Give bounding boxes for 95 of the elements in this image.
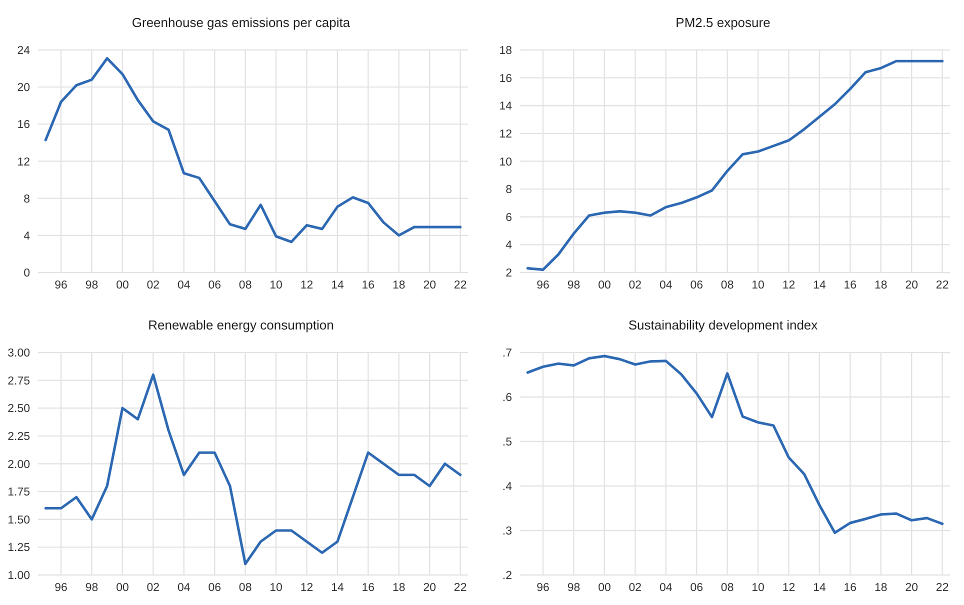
x-tick-label: 98 — [567, 582, 580, 594]
x-tick-label: 96 — [536, 582, 550, 594]
y-tick-label: 12 — [17, 156, 30, 168]
y-tick-label: 20 — [17, 82, 30, 94]
x-tick-label: 14 — [331, 582, 344, 594]
x-tick-label: 04 — [659, 582, 673, 594]
x-tick-label: 08 — [238, 280, 252, 292]
x-tick-label: 98 — [85, 582, 98, 594]
y-tick-label: 2.75 — [8, 375, 30, 388]
x-tick-label: 00 — [116, 280, 129, 292]
x-tick-label: 18 — [874, 582, 888, 594]
x-tick-label: 08 — [238, 582, 252, 594]
x-tick-label: 22 — [936, 582, 949, 594]
x-tick-label: 00 — [598, 582, 611, 594]
x-tick-label: 16 — [362, 280, 375, 292]
x-tick-label: 12 — [782, 280, 796, 292]
x-tick-label: 02 — [628, 582, 642, 594]
y-tick-label: .2 — [502, 570, 512, 582]
y-tick-label: 8 — [24, 193, 30, 206]
x-tick-label: 04 — [177, 582, 191, 594]
x-tick-label: 08 — [720, 280, 734, 292]
x-tick-label: 00 — [598, 280, 611, 292]
y-tick-label: 16 — [499, 72, 512, 85]
chart-title: Sustainability development index — [628, 318, 818, 332]
y-tick-label: .6 — [502, 392, 512, 404]
y-tick-label: 6 — [506, 212, 512, 224]
y-tick-label: 12 — [499, 128, 512, 140]
x-tick-label: 22 — [454, 280, 467, 292]
x-tick-label: 02 — [146, 582, 160, 594]
x-tick-label: 18 — [392, 582, 406, 594]
x-tick-label: 04 — [659, 280, 673, 292]
x-tick-label: 20 — [905, 280, 918, 292]
x-tick-label: 06 — [208, 280, 222, 292]
x-tick-label: 10 — [270, 280, 282, 292]
x-tick-label: 98 — [85, 280, 98, 292]
y-tick-label: 16 — [17, 119, 30, 132]
line-series — [526, 354, 944, 534]
x-tick-label: 20 — [423, 280, 436, 292]
x-tick-label: 06 — [690, 280, 704, 292]
x-tick-label: 06 — [208, 582, 222, 594]
x-tick-label: 96 — [54, 582, 68, 594]
x-tick-label: 02 — [628, 280, 642, 292]
y-tick-label: 14 — [499, 100, 513, 113]
y-tick-label: .5 — [502, 436, 512, 449]
y-tick-label: 2 — [506, 268, 512, 280]
y-tick-label: 1.00 — [8, 570, 30, 582]
y-tick-label: 2.50 — [8, 403, 30, 416]
y-tick-label: .4 — [502, 481, 513, 494]
y-tick-label: 24 — [17, 45, 31, 58]
chart-title: Greenhouse gas emissions per capita — [132, 15, 351, 30]
x-tick-label: 96 — [54, 280, 68, 292]
x-tick-label: 12 — [300, 280, 314, 292]
y-tick-label: 8 — [506, 184, 512, 196]
y-tick-label: 18 — [499, 45, 512, 58]
x-tick-label: 06 — [690, 582, 704, 594]
y-tick-label: 2.00 — [8, 458, 30, 471]
y-tick-label: 1.50 — [8, 514, 30, 526]
x-tick-label: 18 — [392, 280, 406, 292]
y-tick-label: 2.25 — [8, 430, 30, 443]
chart-title: PM2.5 exposure — [676, 15, 770, 30]
x-tick-label: 98 — [567, 280, 580, 292]
x-tick-label: 16 — [362, 582, 375, 594]
y-tick-label: 4 — [24, 230, 31, 242]
x-tick-label: 04 — [177, 280, 191, 292]
y-tick-label: 4 — [506, 240, 513, 252]
y-tick-label: 1.75 — [8, 486, 30, 499]
line-series — [526, 60, 944, 272]
x-tick-label: 20 — [905, 582, 918, 594]
x-tick-label: 20 — [423, 582, 436, 594]
y-tick-label: 10 — [499, 156, 512, 168]
x-tick-label: 14 — [813, 582, 826, 594]
y-tick-label: .7 — [502, 348, 512, 360]
x-tick-label: 18 — [874, 280, 888, 292]
x-tick-label: 12 — [300, 582, 314, 594]
y-tick-label: 3.00 — [8, 348, 30, 360]
x-tick-label: 96 — [536, 280, 550, 292]
x-tick-label: 08 — [720, 582, 734, 594]
x-tick-label: 22 — [936, 280, 949, 292]
x-tick-label: 12 — [782, 582, 796, 594]
x-tick-label: 10 — [752, 582, 764, 594]
y-tick-label: .3 — [502, 526, 512, 538]
x-tick-label: 10 — [752, 280, 764, 292]
line-series — [44, 57, 462, 244]
x-tick-label: 14 — [813, 280, 826, 292]
y-tick-label: 0 — [24, 268, 30, 280]
line-series — [44, 373, 462, 566]
chart-title: Renewable energy consumption — [148, 318, 334, 332]
y-tick-label: 1.25 — [8, 542, 30, 554]
x-tick-label: 16 — [844, 280, 857, 292]
x-tick-label: 02 — [146, 280, 160, 292]
x-tick-label: 00 — [116, 582, 129, 594]
x-tick-label: 14 — [331, 280, 344, 292]
x-tick-label: 22 — [454, 582, 467, 594]
x-tick-label: 16 — [844, 582, 857, 594]
x-tick-label: 10 — [270, 582, 282, 594]
